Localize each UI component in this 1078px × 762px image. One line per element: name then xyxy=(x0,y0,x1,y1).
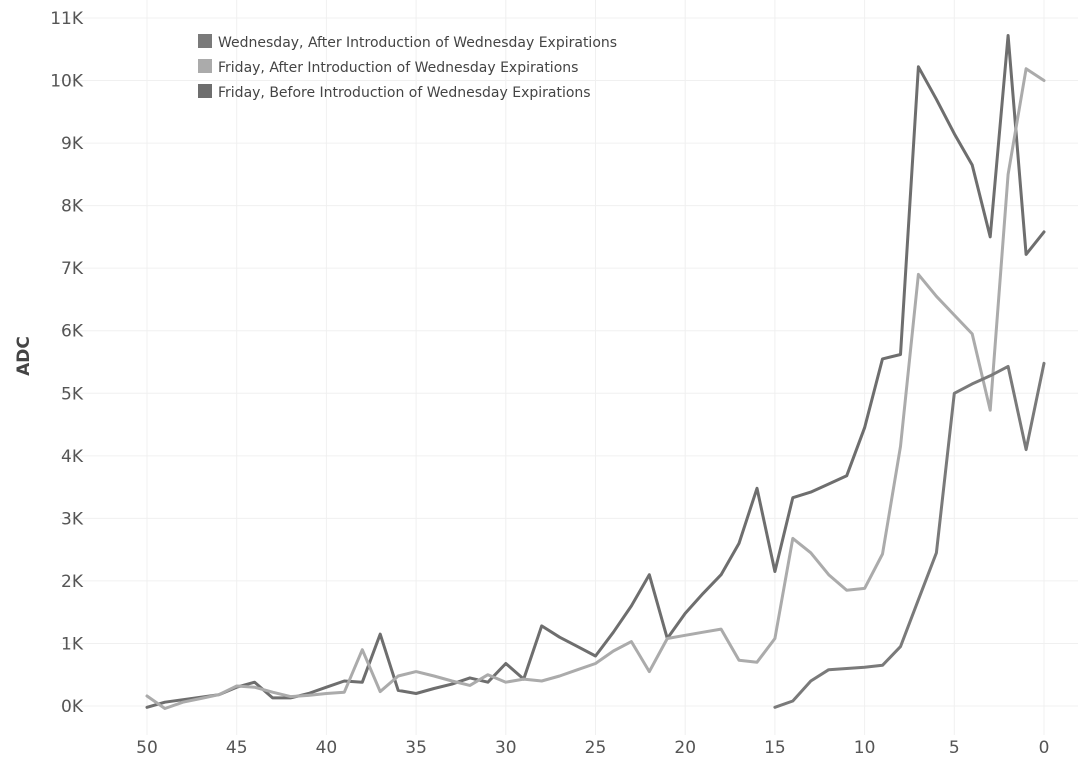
legend-label: Friday, Before Introduction of Wednesday… xyxy=(218,85,591,101)
y-tick-label: 1K xyxy=(61,634,84,654)
x-tick-label: 25 xyxy=(585,738,607,758)
legend-swatch xyxy=(198,59,212,73)
legend-swatch xyxy=(198,84,212,98)
y-tick-label: 11K xyxy=(50,9,84,29)
y-tick-label: 0K xyxy=(61,697,84,717)
legend-swatch xyxy=(198,34,212,48)
legend-label: Friday, After Introduction of Wednesday … xyxy=(218,60,578,76)
y-tick-label: 10K xyxy=(50,72,84,92)
x-tick-label: 50 xyxy=(136,738,158,758)
x-tick-label: 0 xyxy=(1039,738,1050,758)
y-tick-label: 9K xyxy=(61,134,84,154)
x-tick-label: 45 xyxy=(226,738,248,758)
y-axis-label: ADC xyxy=(14,336,34,376)
legend-label: Wednesday, After Introduction of Wednesd… xyxy=(218,35,617,51)
legend: Wednesday, After Introduction of Wednesd… xyxy=(198,34,617,101)
y-tick-label: 3K xyxy=(61,509,84,529)
y-tick-label: 6K xyxy=(61,322,84,342)
series-line xyxy=(773,361,1046,709)
y-tick-label: 7K xyxy=(61,259,84,279)
x-tick-label: 20 xyxy=(674,738,696,758)
x-tick-label: 30 xyxy=(495,738,517,758)
x-tick-label: 35 xyxy=(405,738,427,758)
x-tick-label: 5 xyxy=(949,738,960,758)
y-tick-label: 2K xyxy=(61,572,84,592)
x-tick-label: 15 xyxy=(764,738,786,758)
y-tick-label: 5K xyxy=(61,384,84,404)
y-tick-label: 8K xyxy=(61,197,84,217)
x-tick-label: 40 xyxy=(316,738,338,758)
gridlines xyxy=(60,0,1078,735)
y-tick-label: 4K xyxy=(61,447,84,467)
x-tick-label: 10 xyxy=(854,738,876,758)
series-lines xyxy=(145,34,1046,710)
series-line xyxy=(145,67,1046,710)
